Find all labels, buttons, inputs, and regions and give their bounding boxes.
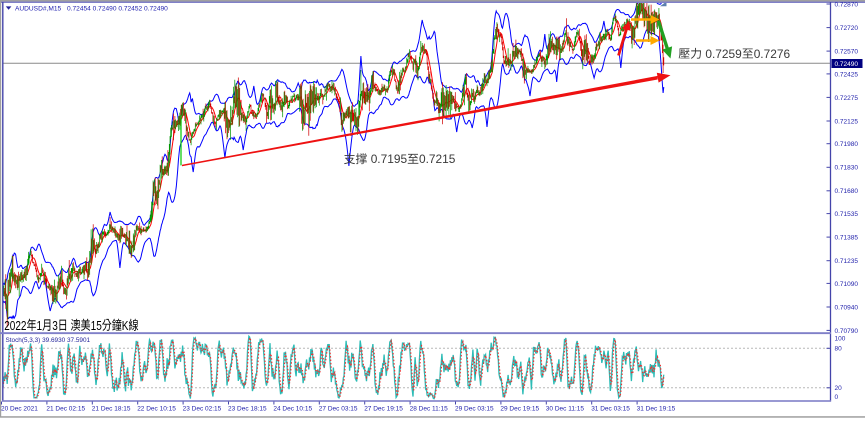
svg-text:3: 3 bbox=[52, 318, 58, 333]
svg-text:23 Dec 02:15: 23 Dec 02:15 bbox=[183, 405, 222, 412]
svg-text:0.72490: 0.72490 bbox=[835, 61, 859, 68]
svg-text:0.72870: 0.72870 bbox=[835, 1, 859, 8]
svg-text:80: 80 bbox=[835, 346, 843, 353]
svg-text:24 Dec 10:15: 24 Dec 10:15 bbox=[273, 405, 312, 412]
svg-text:15: 15 bbox=[91, 318, 102, 333]
svg-text:28 Dec 11:15: 28 Dec 11:15 bbox=[410, 405, 449, 412]
svg-text:20 Dec 2021: 20 Dec 2021 bbox=[1, 405, 38, 412]
svg-text:31 Dec 19:15: 31 Dec 19:15 bbox=[637, 405, 676, 412]
svg-text:29 Dec 19:15: 29 Dec 19:15 bbox=[500, 405, 539, 412]
svg-text:0.72425: 0.72425 bbox=[835, 71, 859, 78]
svg-text:0.70790: 0.70790 bbox=[835, 328, 859, 335]
svg-text:30 Dec 11:15: 30 Dec 11:15 bbox=[546, 405, 585, 412]
svg-text:0.7195: 0.7195 bbox=[371, 152, 408, 166]
svg-text:22 Dec 10:15: 22 Dec 10:15 bbox=[137, 405, 176, 412]
svg-text:0.71090: 0.71090 bbox=[835, 281, 859, 288]
svg-text:0.7276: 0.7276 bbox=[754, 47, 791, 61]
svg-text:2022: 2022 bbox=[4, 318, 26, 333]
svg-text:27 Dec 03:15: 27 Dec 03:15 bbox=[319, 405, 358, 412]
svg-text:0.71535: 0.71535 bbox=[835, 211, 859, 218]
svg-text:0.71235: 0.71235 bbox=[835, 258, 859, 265]
svg-text:20: 20 bbox=[835, 385, 843, 392]
svg-text:23 Dec 18:15: 23 Dec 18:15 bbox=[228, 405, 267, 412]
svg-text:0.71830: 0.71830 bbox=[835, 165, 859, 172]
svg-text:100: 100 bbox=[835, 336, 846, 343]
svg-text:0.72570: 0.72570 bbox=[835, 49, 859, 56]
svg-text:27 Dec 19:15: 27 Dec 19:15 bbox=[364, 405, 403, 412]
svg-text:31 Dec 03:15: 31 Dec 03:15 bbox=[591, 405, 630, 412]
svg-text:21 Dec 18:15: 21 Dec 18:15 bbox=[92, 405, 131, 412]
svg-text:0.71385: 0.71385 bbox=[835, 235, 859, 242]
svg-text:21 Dec 02:15: 21 Dec 02:15 bbox=[46, 405, 85, 412]
svg-text:0.71680: 0.71680 bbox=[835, 188, 859, 195]
svg-text:0.72720: 0.72720 bbox=[835, 25, 859, 32]
svg-text:29 Dec 03:15: 29 Dec 03:15 bbox=[455, 405, 494, 412]
svg-text:0.72125: 0.72125 bbox=[835, 118, 859, 125]
svg-text:1: 1 bbox=[37, 318, 43, 333]
svg-text:0.7259: 0.7259 bbox=[705, 47, 742, 61]
svg-text:0.72454 0.72490 0.72452 0.7249: 0.72454 0.72490 0.72452 0.72490 bbox=[67, 5, 168, 12]
svg-text:0.7215: 0.7215 bbox=[419, 152, 456, 166]
svg-text:0.71980: 0.71980 bbox=[835, 141, 859, 148]
svg-text:0.70940: 0.70940 bbox=[835, 304, 859, 311]
svg-text:0.72275: 0.72275 bbox=[835, 95, 859, 102]
svg-text:K: K bbox=[122, 318, 129, 333]
svg-text:AUDUSD#,M15: AUDUSD#,M15 bbox=[15, 5, 62, 12]
svg-text:0: 0 bbox=[835, 394, 839, 401]
svg-text:Stoch(5,3,3) 39.6930 37.5901: Stoch(5,3,3) 39.6930 37.5901 bbox=[6, 337, 91, 344]
